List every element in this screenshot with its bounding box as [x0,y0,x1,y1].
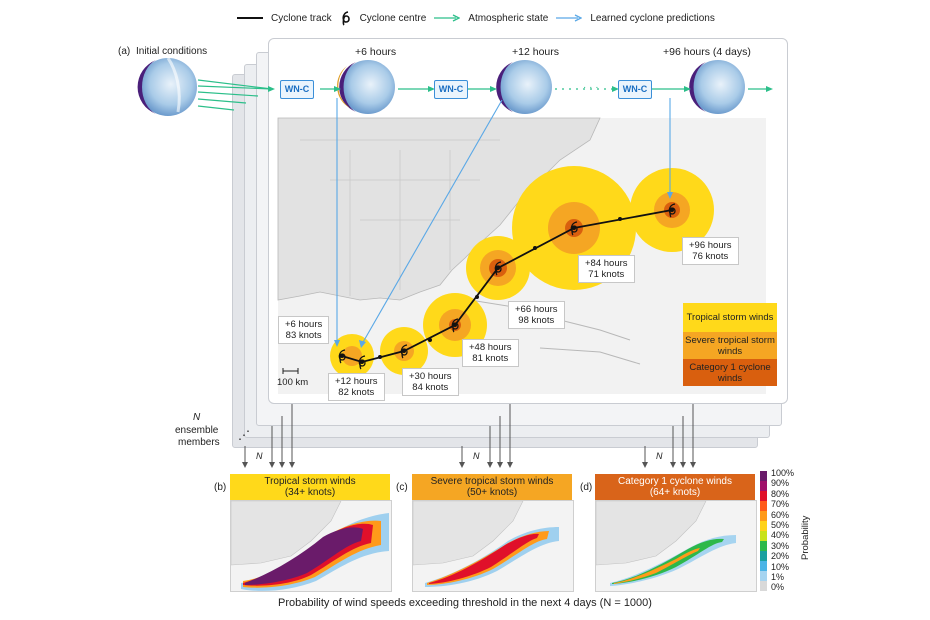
colorbar-tick: 30% [771,540,790,551]
h12-label: +12 hours [512,46,559,58]
colorbar-swatch [760,571,767,581]
h6-label: +6 hours [355,46,397,58]
label-66h: +66 hours 98 knots [508,301,565,329]
colorbar-swatch [760,531,767,541]
track-line-icon [237,17,263,19]
h96-label: +96 hours (4 days) [663,46,751,58]
n-c: N [473,451,480,461]
colorbar-swatch [760,521,767,531]
colorbar-tick: 50% [771,520,790,530]
panel-c-header: Severe tropical storm winds (50+ knots) [412,474,572,500]
panel-b-map [230,500,392,592]
globe-6h [337,60,395,114]
panel-d-tag: (d) [580,482,593,493]
legend: Cyclone track Cyclone centre Atmospheric… [237,10,715,26]
ensemble-word: ensemble [175,425,219,436]
colorbar [760,471,767,591]
legend-learned: Learned cyclone predictions [590,12,715,24]
label-12h: +12 hours 82 knots [328,373,385,401]
panel-a-tag: (a) [118,46,131,57]
key-cat1: Category 1 cyclone winds [683,359,777,386]
ellipsis: · · · [583,82,599,93]
label-30h: +30 hours 84 knots [402,368,459,396]
panel-d-map [595,500,757,592]
panel-b-header: Tropical storm winds (34+ knots) [230,474,390,500]
colorbar-tick: 0% [771,582,785,593]
colorbar-labels: 100% 90% 80% 70% 60% 50% 40% 30% 20% 10% 1% 0% [771,468,801,596]
colorbar-tick: 70% [771,499,790,510]
colorbar-tick: 1% [771,572,785,582]
legend-state: Atmospheric state [468,12,549,24]
cyclone-symbol-icon [342,11,350,26]
legend-track: Cyclone track [271,12,332,24]
colorbar-swatch [760,561,767,571]
panel-b-tag: (b) [214,482,227,493]
learned-arrows [336,98,671,345]
ensemble-n: N [193,412,201,423]
label-84h: +84 hours 71 knots [578,255,635,283]
flow-diagram [137,57,773,468]
label-6h: +6 hours 83 knots [278,316,330,344]
scale-label: 100 km [277,377,309,388]
colorbar-tick: 60% [771,509,790,520]
label-96h: +96 hours 76 knots [682,237,739,265]
colorbar-swatch [760,511,767,521]
globe-96h [689,60,745,114]
colorbar-tick: 100% [771,468,795,478]
legend-centre: Cyclone centre [359,12,427,24]
colorbar-swatch [760,481,767,491]
colorbar-tick: 80% [771,488,790,499]
colorbar-tick: 20% [771,551,790,562]
key-tropical: Tropical storm winds [683,303,777,332]
wnc-box-2: WN-C [434,80,468,99]
n-d: N [656,451,663,461]
colorbar-swatch [760,471,767,481]
key-severe: Severe tropical storm winds [683,332,777,359]
panel-d-header: Category 1 cyclone winds (64+ knots) [595,474,755,500]
caption: Probability of wind speeds exceeding thr… [278,597,652,609]
cyclone-centres [338,203,676,370]
globe-12h [496,60,552,114]
colorbar-tick: 90% [771,478,790,489]
colorbar-swatch [760,501,767,511]
colorbar-tick: 40% [771,530,790,541]
members-word: members [178,437,220,448]
panel-c-tag: (c) [396,482,408,493]
globe-initial [137,57,197,116]
stack-dots: ⋰ [238,428,250,442]
colorbar-tick: 10% [771,561,790,572]
green-arrow-icon [434,14,461,22]
colorbar-swatch [760,581,767,591]
colorbar-swatch [760,491,767,501]
wnc-box-3: WN-C [618,80,652,99]
blue-arrow-icon [556,14,583,22]
colorbar-title: Probability [800,515,811,560]
n-b: N [256,451,263,461]
panel-c-map [412,500,574,592]
colorbar-swatch [760,541,767,551]
initial-conditions-label: Initial conditions [136,46,208,57]
colorbar-swatch [760,551,767,561]
label-48h: +48 hours 81 knots [462,339,519,367]
wnc-box-1: WN-C [280,80,314,99]
